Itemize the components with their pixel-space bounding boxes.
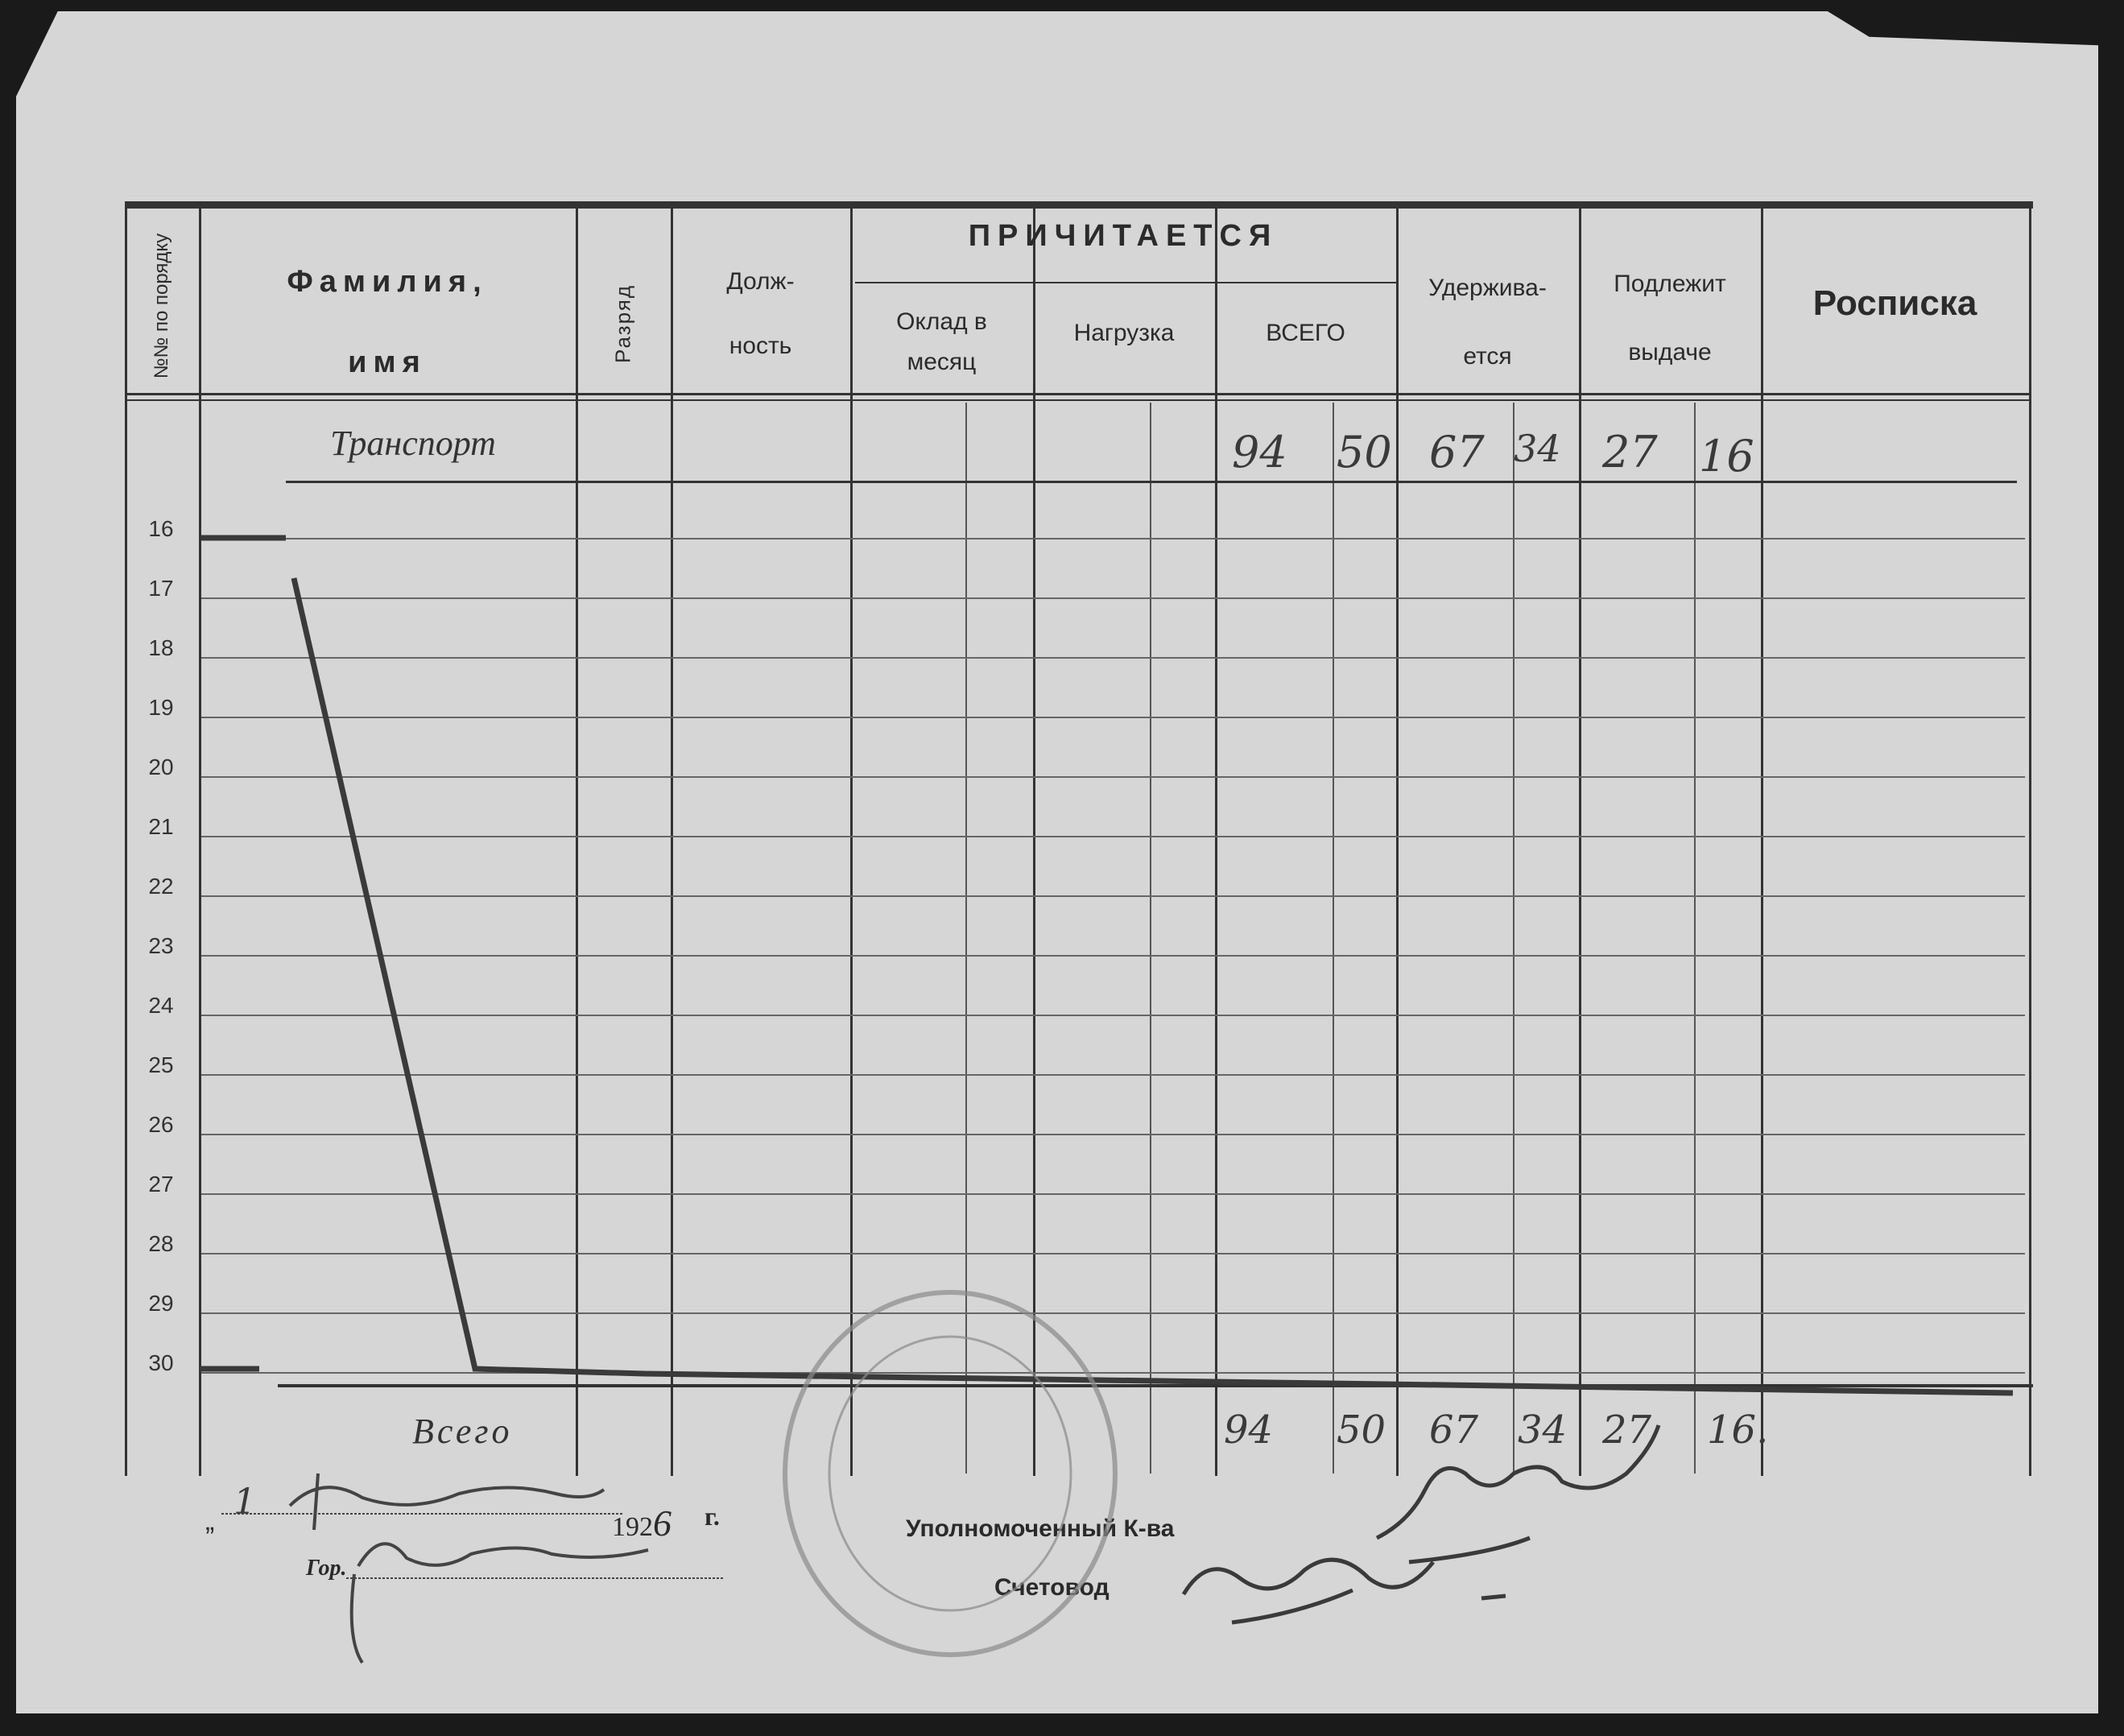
row-number: 25	[148, 1052, 174, 1077]
due-group-divider	[855, 282, 1396, 283]
header-bottom-rule	[125, 393, 2029, 395]
load-column-header: Нагрузка	[1073, 320, 1175, 346]
column-border	[576, 208, 578, 1476]
row-number: 30	[148, 1350, 174, 1375]
row-number: 22	[148, 874, 174, 899]
total-column-header: ВСЕГО	[1266, 320, 1345, 346]
date-quote: „	[205, 1506, 215, 1536]
stamp-seal	[783, 1290, 1118, 1657]
column-border	[2029, 208, 2031, 1476]
row-rule	[201, 1312, 2025, 1314]
city-handwriting	[346, 1542, 725, 1664]
total-row-label: Всего	[412, 1412, 513, 1451]
row-rule	[201, 538, 2025, 539]
row-number: 16	[148, 516, 174, 541]
total-rule	[278, 1384, 2033, 1387]
row-rule	[201, 836, 2025, 837]
row-number: 18	[148, 635, 174, 660]
row-rule	[201, 1372, 2025, 1374]
row-number: 19	[148, 695, 174, 720]
row-number: 26	[148, 1112, 174, 1137]
row-rule	[201, 1074, 2025, 1076]
row-number: 23	[148, 933, 174, 958]
column-border	[1215, 208, 1217, 1476]
row-rule	[201, 1015, 2025, 1016]
date-month-handwriting	[221, 1473, 624, 1531]
column-border	[671, 208, 673, 1476]
total-payable-kop: 16.	[1707, 1407, 1769, 1453]
transport-label: Транспорт	[330, 424, 496, 463]
year-unit: г.	[705, 1502, 720, 1531]
payable-column-header: Подлежит выдаче	[1614, 271, 1726, 366]
top-rule	[125, 201, 2033, 209]
transport-total-kop: 50	[1337, 427, 1392, 477]
header-bottom-rule-2	[125, 399, 2029, 401]
accountant-signature	[1181, 1557, 1506, 1625]
column-border	[1033, 208, 1035, 1476]
column-subdivider	[1694, 403, 1696, 1474]
total-withheld-kop: 34	[1518, 1407, 1568, 1453]
column-border	[199, 208, 201, 1476]
row-rule	[201, 597, 2025, 599]
row-rule	[201, 1253, 2025, 1254]
paper-sheet	[16, 11, 2098, 1713]
column-subdivider	[1513, 403, 1514, 1474]
row-number: 21	[148, 814, 174, 839]
transport-rule	[286, 481, 2017, 483]
row-rule	[201, 717, 2025, 718]
column-subdivider	[1333, 403, 1334, 1474]
row-number: 27	[148, 1172, 174, 1197]
column-border	[850, 208, 853, 1476]
row-rule	[201, 1193, 2025, 1195]
accountant-label: Счетовод	[994, 1574, 1110, 1601]
total-withheld-rub: 67	[1429, 1407, 1479, 1453]
row-number: 28	[148, 1231, 174, 1256]
transport-payable-kop: 16	[1699, 431, 1754, 482]
total-payable-rub: 27	[1602, 1407, 1652, 1453]
column-border	[1579, 208, 1581, 1476]
row-rule	[201, 895, 2025, 897]
salary-column-header: Оклад в месяц	[896, 308, 987, 375]
transport-withheld-rub: 67	[1429, 427, 1485, 477]
row-number: 17	[148, 576, 174, 601]
due-group-header: ПРИЧИТАЕТСЯ	[968, 219, 1279, 253]
column-subdivider	[965, 403, 967, 1474]
commissioner-label: Уполномоченный К-ва	[906, 1515, 1175, 1542]
transport-payable-rub: 27	[1602, 427, 1658, 477]
total-total-rub: 94	[1224, 1407, 1274, 1453]
total-total-kop: 50	[1337, 1407, 1386, 1453]
transport-total-rub: 94	[1232, 427, 1287, 477]
diagonal-dash-line	[291, 577, 2014, 1396]
position-column-header: Долж-ность	[726, 268, 795, 359]
strike-through-line	[200, 535, 2014, 1396]
column-border	[125, 208, 127, 1476]
row-rule	[201, 657, 2025, 659]
withheld-column-header: Удержива-ется	[1428, 275, 1547, 370]
column-border	[1761, 208, 1763, 1476]
row-rule	[201, 1134, 2025, 1135]
name-column-header: Фамилия, имя	[287, 265, 488, 379]
column-subdivider	[1150, 403, 1151, 1474]
signature-column-header: Росписка	[1812, 283, 1977, 323]
date-year: 1926	[612, 1502, 671, 1544]
year-prefix: 192	[612, 1512, 653, 1542]
transport-withheld-kop: 34	[1514, 427, 1561, 470]
city-label: Гор.	[306, 1556, 347, 1581]
date-day: 1	[233, 1482, 256, 1523]
row-number: 24	[148, 993, 174, 1018]
row-rule	[201, 955, 2025, 957]
row-rule	[201, 776, 2025, 778]
row-number: 29	[148, 1291, 174, 1316]
year-suffix: 6	[653, 1502, 671, 1544]
commissioner-signature	[1375, 1424, 1661, 1564]
row-number: 20	[148, 754, 174, 779]
column-border	[1396, 208, 1399, 1476]
